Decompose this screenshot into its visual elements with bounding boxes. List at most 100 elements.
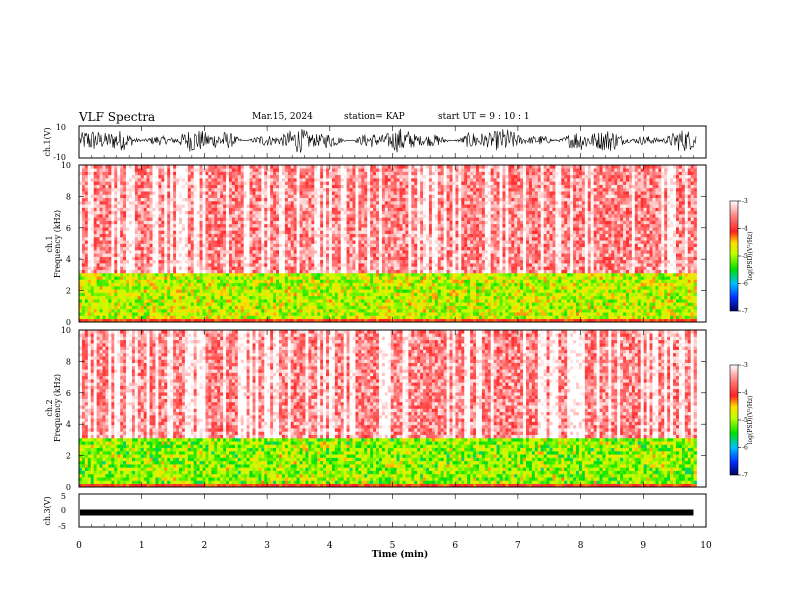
spectrogram-cell <box>84 168 89 172</box>
spectrogram-cell <box>346 318 350 323</box>
spectrogram-cell <box>152 250 156 254</box>
spectrogram-cell <box>355 165 359 169</box>
spectrogram-cell <box>255 227 259 231</box>
spectrogram-cell <box>187 233 192 238</box>
spectrogram-cell <box>202 181 206 185</box>
spectrogram-cell <box>173 197 177 202</box>
spectrogram-cell <box>287 233 292 238</box>
spectrogram-cell <box>173 250 177 254</box>
spectrogram-cell <box>252 269 256 274</box>
spectrogram-cell <box>246 171 250 176</box>
spectrogram-cell <box>79 207 83 212</box>
spectrogram-cell <box>176 243 180 248</box>
spectrogram-cell <box>252 236 256 241</box>
spectrogram-cell <box>178 282 183 287</box>
spectrogram-cell <box>178 236 183 241</box>
spectrogram-cell <box>378 178 383 182</box>
spectrogram-cell <box>290 207 294 212</box>
spectrogram-cell <box>349 236 353 241</box>
spectrogram-cell <box>102 230 106 234</box>
spectrogram-cell <box>102 223 106 228</box>
spectrogram-cell <box>131 204 136 208</box>
spectrogram-cell <box>140 295 144 300</box>
spectrogram-cell <box>114 220 118 225</box>
spectrogram-cell <box>314 240 318 244</box>
spectrogram-cell <box>99 299 103 303</box>
spectrogram-cell <box>79 233 83 238</box>
spectrogram-cell <box>108 292 112 297</box>
spectrogram-cell <box>111 259 115 264</box>
spectrogram-cell <box>337 292 342 297</box>
spectrogram-cell <box>155 266 159 270</box>
spectrogram-cell <box>223 315 227 320</box>
spectrogram-cell <box>117 266 121 270</box>
spectrogram-cell <box>343 168 347 172</box>
spectrogram-cell <box>208 318 212 323</box>
spectrogram-cell <box>226 236 230 241</box>
spectrogram-cell <box>184 214 189 218</box>
spectrogram-cell <box>96 184 100 189</box>
spectrogram-cell <box>323 207 327 212</box>
spectrogram-cell <box>302 256 306 261</box>
spectrogram-cell <box>367 171 371 176</box>
spectrogram-cell <box>196 240 200 244</box>
spectrogram-cell <box>152 178 156 182</box>
spectrogram-cell <box>349 259 353 264</box>
spectrogram-cell <box>349 233 353 238</box>
spectrogram-cell <box>273 250 277 254</box>
spectrogram-cell <box>173 299 177 303</box>
spectrogram-cell <box>87 223 92 228</box>
spectrogram-cell <box>293 191 297 195</box>
spectrogram-cell <box>143 178 147 182</box>
spectrogram-cell <box>105 266 109 270</box>
spectrogram-cell <box>361 272 365 277</box>
spectrogram-cell <box>228 191 233 195</box>
spectrogram-cell <box>249 210 253 215</box>
spectrogram-cell <box>123 181 127 185</box>
spectrogram-cell <box>281 246 286 251</box>
spectrogram-cell <box>220 236 224 241</box>
spectrogram-cell <box>193 312 197 316</box>
spectrogram-cell <box>293 246 297 251</box>
spectrogram-cell <box>161 200 165 205</box>
spectrogram-cell <box>114 194 118 199</box>
spectrogram-cell <box>234 312 239 316</box>
spectrogram-cell <box>123 204 127 208</box>
spectrogram-cell <box>255 171 259 176</box>
spectrogram-cell <box>220 276 224 280</box>
spectrogram-cell <box>314 243 318 248</box>
spectrogram-cell <box>364 187 368 192</box>
spectrogram-cell <box>214 272 218 277</box>
spectrogram-cell <box>376 318 380 323</box>
spectrogram-cell <box>220 184 224 189</box>
spectrogram-cell <box>320 165 324 169</box>
spectrogram-cell <box>96 276 100 280</box>
spectrogram-cell <box>228 299 233 303</box>
spectrogram-cell <box>164 246 168 251</box>
spectrogram-cell <box>211 299 215 303</box>
spectrogram-cell <box>276 295 280 300</box>
spectrogram-cell <box>261 299 265 303</box>
spectrogram-cell <box>320 184 324 189</box>
spectrogram-cell <box>246 233 250 238</box>
spectrogram-cell <box>317 292 321 297</box>
spectrogram-cell <box>164 269 168 274</box>
spectrogram-cell <box>293 184 297 189</box>
spectrogram-cell <box>378 191 383 195</box>
spectrogram-cell <box>99 286 103 290</box>
spectrogram-cell <box>331 191 336 195</box>
spectrogram-cell <box>173 243 177 248</box>
spectrogram-cell <box>143 256 147 261</box>
spectrogram-cell <box>364 191 368 195</box>
spectrogram-cell <box>202 269 206 274</box>
spectrogram-cell <box>293 302 297 306</box>
spectrogram-cell <box>258 168 262 172</box>
spectrogram-cell <box>361 230 365 234</box>
spectrogram-cell <box>234 315 239 320</box>
spectrogram-cell <box>296 272 300 277</box>
spectrogram-cell <box>228 207 233 212</box>
spectrogram-cell <box>287 197 292 202</box>
spectrogram-cell <box>340 312 344 316</box>
spectrogram-cell <box>143 276 147 280</box>
